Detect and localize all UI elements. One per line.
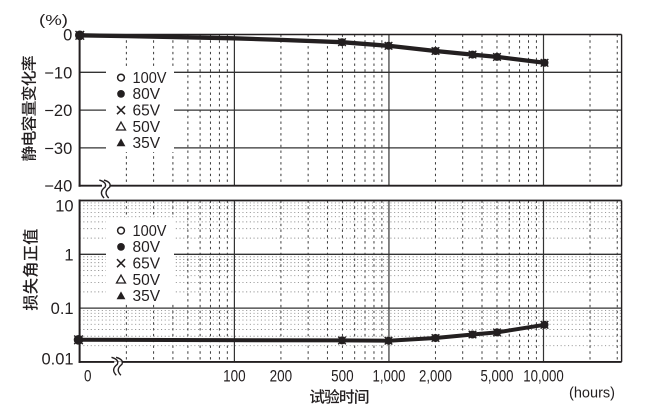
svg-text:−30: −30 <box>44 140 72 158</box>
svg-text:35V: 35V <box>133 288 161 305</box>
svg-text:0: 0 <box>84 366 92 385</box>
svg-text:0: 0 <box>63 27 72 45</box>
svg-text:1: 1 <box>64 246 73 264</box>
svg-text:1,000: 1,000 <box>373 366 406 385</box>
svg-text:0.1: 0.1 <box>51 300 74 318</box>
svg-text:100V: 100V <box>133 223 168 240</box>
svg-text:50V: 50V <box>133 272 161 289</box>
svg-text:5,000: 5,000 <box>481 366 514 385</box>
svg-text:100V: 100V <box>133 70 168 87</box>
svg-text:10,000: 10,000 <box>523 366 564 385</box>
svg-text:−20: −20 <box>44 102 72 120</box>
svg-text:35V: 35V <box>133 135 161 152</box>
svg-text:10: 10 <box>55 197 73 215</box>
svg-text:65V: 65V <box>133 256 161 273</box>
svg-text:0.01: 0.01 <box>41 351 73 369</box>
svg-text:80V: 80V <box>133 239 161 256</box>
svg-text:−10: −10 <box>44 64 72 82</box>
svg-text:100: 100 <box>223 366 246 385</box>
svg-text:(%): (%) <box>39 12 68 29</box>
svg-text:2,000: 2,000 <box>419 366 452 385</box>
svg-text:(hours): (hours) <box>569 385 615 402</box>
svg-text:80V: 80V <box>133 86 161 103</box>
svg-text:65V: 65V <box>133 103 161 120</box>
svg-text:−40: −40 <box>44 178 72 196</box>
svg-text:500: 500 <box>331 366 354 385</box>
svg-text:200: 200 <box>270 366 293 385</box>
svg-text:50V: 50V <box>133 119 161 136</box>
